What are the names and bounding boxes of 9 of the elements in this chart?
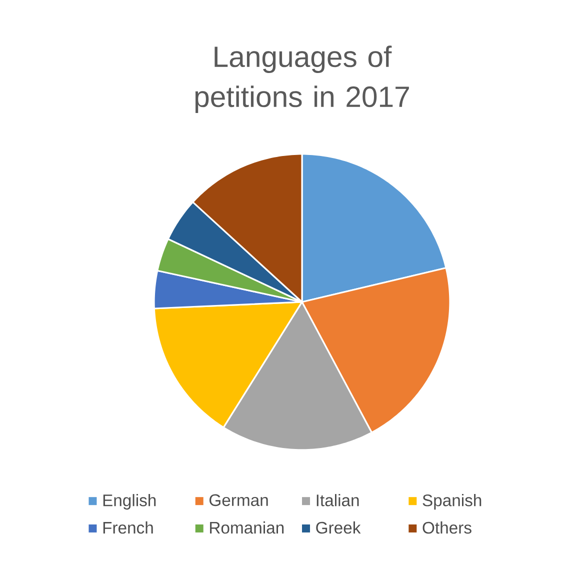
legend-label: English [103, 494, 156, 510]
legend-label: German [210, 494, 268, 506]
legend-label: Spanish [422, 494, 482, 510]
legend-label: French [103, 521, 153, 534]
chart-title: Languages of petitions in 2017 [195, 46, 409, 113]
legend-label: Others [422, 521, 472, 534]
legend-label: Greek [316, 521, 361, 534]
legend-label: Romanian [210, 521, 284, 534]
legend-label: Italian [316, 494, 359, 506]
